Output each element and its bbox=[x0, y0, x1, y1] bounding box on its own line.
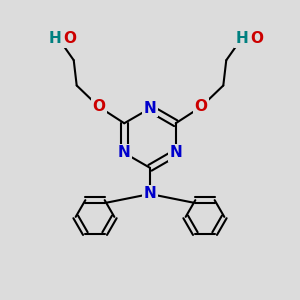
Text: N: N bbox=[118, 146, 130, 160]
Text: N: N bbox=[144, 187, 156, 202]
Text: N: N bbox=[169, 146, 182, 160]
Text: H: H bbox=[236, 31, 248, 46]
Text: O: O bbox=[194, 99, 208, 114]
Text: O: O bbox=[63, 31, 76, 46]
Text: N: N bbox=[144, 101, 156, 116]
Text: H: H bbox=[49, 31, 62, 46]
Text: O: O bbox=[250, 31, 263, 46]
Text: O: O bbox=[92, 99, 106, 114]
